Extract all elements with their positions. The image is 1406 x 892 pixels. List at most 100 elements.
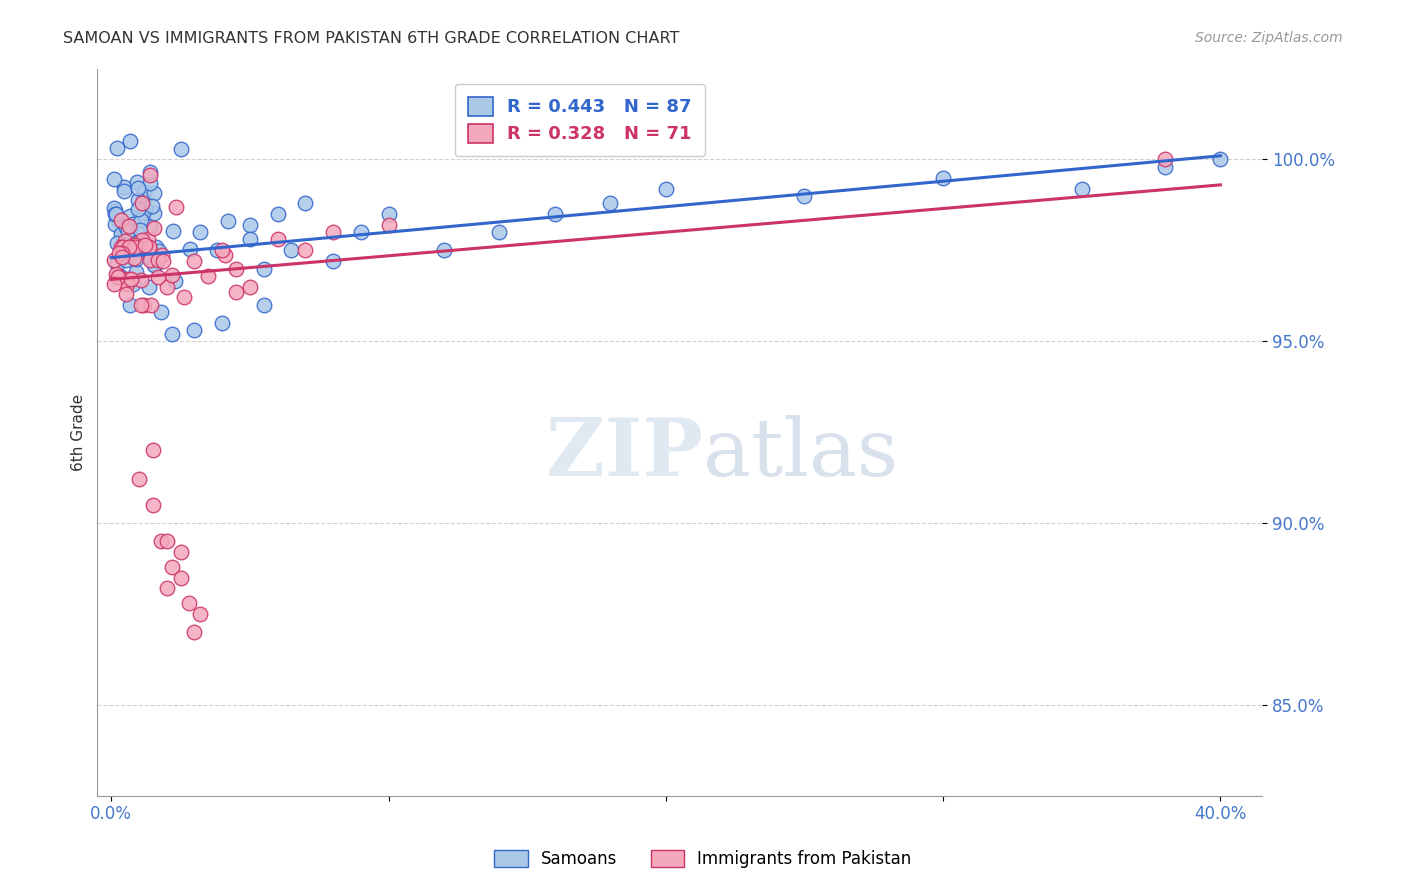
Point [139, 176, 162, 190]
Point [160, 559, 183, 574]
Point [322, 254, 344, 268]
Point [139, 252, 162, 267]
Point [197, 268, 219, 283]
Point [162, 225, 184, 239]
Point [124, 244, 146, 259]
Point [142, 258, 165, 272]
Point [165, 274, 187, 288]
Point [129, 223, 152, 237]
Point [124, 240, 146, 254]
Point [793, 188, 815, 202]
Point [156, 280, 179, 294]
Point [122, 218, 145, 232]
Point [150, 534, 173, 549]
Point [120, 223, 142, 237]
Text: atlas: atlas [703, 415, 898, 493]
Point [134, 237, 156, 252]
Point [105, 257, 128, 271]
Point [599, 196, 621, 211]
Point [107, 268, 129, 283]
Point [108, 269, 131, 284]
Point [111, 250, 134, 264]
Point [211, 316, 233, 330]
Point [169, 571, 191, 585]
Point [138, 219, 160, 234]
Point [107, 213, 129, 227]
Point [1154, 160, 1177, 174]
Point [103, 277, 125, 292]
Point [253, 298, 276, 312]
Point [266, 207, 288, 221]
Point [111, 245, 134, 260]
Point [150, 248, 173, 262]
Y-axis label: 6th Grade: 6th Grade [72, 393, 86, 471]
Point [266, 232, 288, 246]
Text: Source: ZipAtlas.com: Source: ZipAtlas.com [1195, 31, 1343, 45]
Point [145, 240, 167, 254]
Point [141, 298, 163, 312]
Point [134, 298, 156, 312]
Point [117, 223, 139, 237]
Point [188, 607, 211, 621]
Point [142, 498, 165, 512]
Point [160, 326, 183, 341]
Point [544, 207, 567, 221]
Point [128, 240, 150, 254]
Point [111, 240, 134, 254]
Point [377, 207, 399, 221]
Point [124, 238, 146, 252]
Point [150, 305, 173, 319]
Point [142, 206, 165, 220]
Point [1264, 160, 1286, 174]
Point [115, 287, 138, 301]
Legend: R = 0.443   N = 87, R = 0.328   N = 71: R = 0.443 N = 87, R = 0.328 N = 71 [456, 84, 704, 156]
Point [124, 252, 146, 266]
Point [239, 218, 262, 232]
Point [105, 267, 128, 281]
Point [112, 184, 135, 198]
Text: ZIP: ZIP [546, 415, 703, 493]
Point [239, 232, 262, 246]
Text: SAMOAN VS IMMIGRANTS FROM PAKISTAN 6TH GRADE CORRELATION CHART: SAMOAN VS IMMIGRANTS FROM PAKISTAN 6TH G… [63, 31, 679, 46]
Point [138, 240, 160, 254]
Point [183, 254, 205, 268]
Point [114, 253, 136, 268]
Point [114, 234, 136, 248]
Point [104, 207, 127, 221]
Point [110, 227, 132, 241]
Point [253, 261, 276, 276]
Point [132, 185, 155, 199]
Point [122, 251, 145, 265]
Point [107, 269, 129, 284]
Point [104, 204, 127, 219]
Point [110, 240, 132, 254]
Point [1209, 153, 1232, 167]
Point [377, 218, 399, 232]
Point [115, 220, 138, 235]
Point [152, 254, 174, 268]
Point [322, 225, 344, 239]
Point [142, 443, 165, 458]
Point [127, 202, 149, 216]
Point [139, 252, 162, 267]
Point [143, 186, 166, 201]
Point [122, 277, 145, 291]
Point [169, 545, 191, 559]
Point [131, 195, 153, 210]
Point [112, 180, 135, 194]
Point [110, 212, 132, 227]
Point [183, 323, 205, 337]
Point [169, 142, 191, 156]
Point [146, 269, 169, 284]
Point [105, 141, 128, 155]
Point [131, 192, 153, 206]
Point [127, 244, 149, 259]
Point [125, 265, 148, 279]
Point [107, 235, 129, 250]
Point [103, 207, 125, 221]
Point [156, 582, 179, 596]
Point [143, 259, 166, 273]
Point [433, 244, 456, 258]
Point [156, 534, 179, 549]
Point [177, 596, 200, 610]
